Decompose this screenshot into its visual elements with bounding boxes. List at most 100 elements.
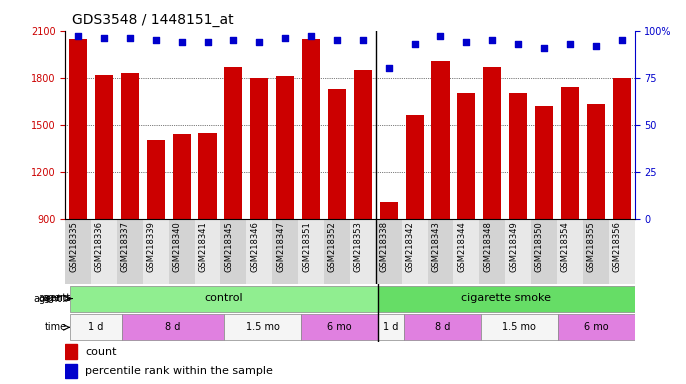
Text: GSM218340: GSM218340: [173, 221, 182, 271]
Bar: [91, 219, 117, 284]
Bar: [350, 219, 376, 284]
Bar: [246, 219, 272, 284]
Bar: [431, 61, 449, 219]
Text: GSM218337: GSM218337: [121, 221, 130, 272]
Point: [150, 37, 161, 43]
Bar: [220, 219, 246, 284]
Text: GSM218355: GSM218355: [587, 221, 595, 271]
Point: [435, 33, 446, 40]
Point: [73, 33, 84, 40]
Bar: [557, 219, 583, 284]
Text: GSM218347: GSM218347: [276, 221, 285, 272]
Bar: [608, 219, 635, 284]
Bar: [378, 314, 404, 340]
Text: GSM218346: GSM218346: [250, 221, 259, 272]
Text: 1.5 mo: 1.5 mo: [246, 322, 280, 332]
Point: [487, 37, 498, 43]
Text: agent: agent: [34, 293, 62, 304]
Bar: [509, 93, 527, 219]
Point: [539, 45, 549, 51]
Bar: [169, 219, 195, 284]
Point: [512, 41, 523, 47]
Text: GSM218351: GSM218351: [302, 221, 311, 271]
Text: 1 d: 1 d: [383, 322, 399, 332]
Point: [124, 35, 135, 41]
Text: GSM218341: GSM218341: [198, 221, 208, 271]
Text: GSM218348: GSM218348: [483, 221, 493, 272]
Text: 8 d: 8 d: [434, 322, 450, 332]
Text: time: time: [45, 322, 67, 332]
Bar: [70, 286, 378, 311]
Text: control: control: [205, 293, 244, 303]
Bar: [121, 314, 224, 340]
Bar: [65, 219, 91, 284]
Text: GSM218343: GSM218343: [431, 221, 440, 272]
Bar: [427, 219, 453, 284]
Point: [99, 35, 110, 41]
Bar: [531, 219, 557, 284]
Text: GSM218354: GSM218354: [561, 221, 570, 271]
Point: [565, 41, 576, 47]
Text: agent: agent: [42, 293, 70, 303]
Text: percentile rank within the sample: percentile rank within the sample: [85, 366, 273, 376]
Point: [280, 35, 291, 41]
Point: [228, 37, 239, 43]
Point: [590, 43, 601, 49]
Bar: [376, 219, 401, 284]
Point: [331, 37, 342, 43]
Bar: [143, 219, 169, 284]
Bar: [117, 219, 143, 284]
Bar: [65, 344, 77, 359]
Bar: [121, 73, 139, 219]
Bar: [379, 202, 398, 219]
Text: GSM218336: GSM218336: [95, 221, 104, 272]
Bar: [583, 219, 608, 284]
Text: 1.5 mo: 1.5 mo: [502, 322, 536, 332]
Bar: [95, 74, 113, 219]
Bar: [198, 133, 217, 219]
Bar: [65, 364, 77, 378]
Bar: [224, 67, 242, 219]
Bar: [147, 141, 165, 219]
Bar: [560, 87, 579, 219]
Text: GSM218352: GSM218352: [328, 221, 337, 271]
Bar: [405, 115, 424, 219]
Text: GSM218349: GSM218349: [509, 221, 518, 271]
Bar: [480, 219, 505, 284]
Text: 8 d: 8 d: [165, 322, 180, 332]
Bar: [535, 106, 553, 219]
Bar: [401, 219, 427, 284]
Bar: [481, 314, 558, 340]
Text: 1 d: 1 d: [88, 322, 104, 332]
Bar: [453, 219, 480, 284]
Bar: [224, 314, 301, 340]
Bar: [301, 314, 378, 340]
Bar: [276, 76, 294, 219]
Bar: [298, 219, 324, 284]
Text: GSM218353: GSM218353: [354, 221, 363, 272]
Bar: [328, 89, 346, 219]
Point: [616, 37, 627, 43]
Bar: [354, 70, 372, 219]
Point: [202, 39, 213, 45]
Bar: [458, 93, 475, 219]
Text: GSM218338: GSM218338: [379, 221, 389, 272]
Point: [305, 33, 316, 40]
Point: [461, 39, 472, 45]
Point: [254, 39, 265, 45]
Bar: [173, 134, 191, 219]
Text: count: count: [85, 347, 117, 357]
Bar: [324, 219, 350, 284]
Bar: [195, 219, 220, 284]
Text: GSM218339: GSM218339: [147, 221, 156, 272]
Bar: [302, 38, 320, 219]
Bar: [70, 314, 121, 340]
Bar: [378, 286, 635, 311]
Text: cigarette smoke: cigarette smoke: [461, 293, 552, 303]
Bar: [69, 38, 87, 219]
Bar: [404, 314, 481, 340]
Point: [383, 65, 394, 71]
Text: 6 mo: 6 mo: [584, 322, 608, 332]
Text: GSM218344: GSM218344: [458, 221, 466, 271]
Text: GSM218335: GSM218335: [69, 221, 78, 272]
